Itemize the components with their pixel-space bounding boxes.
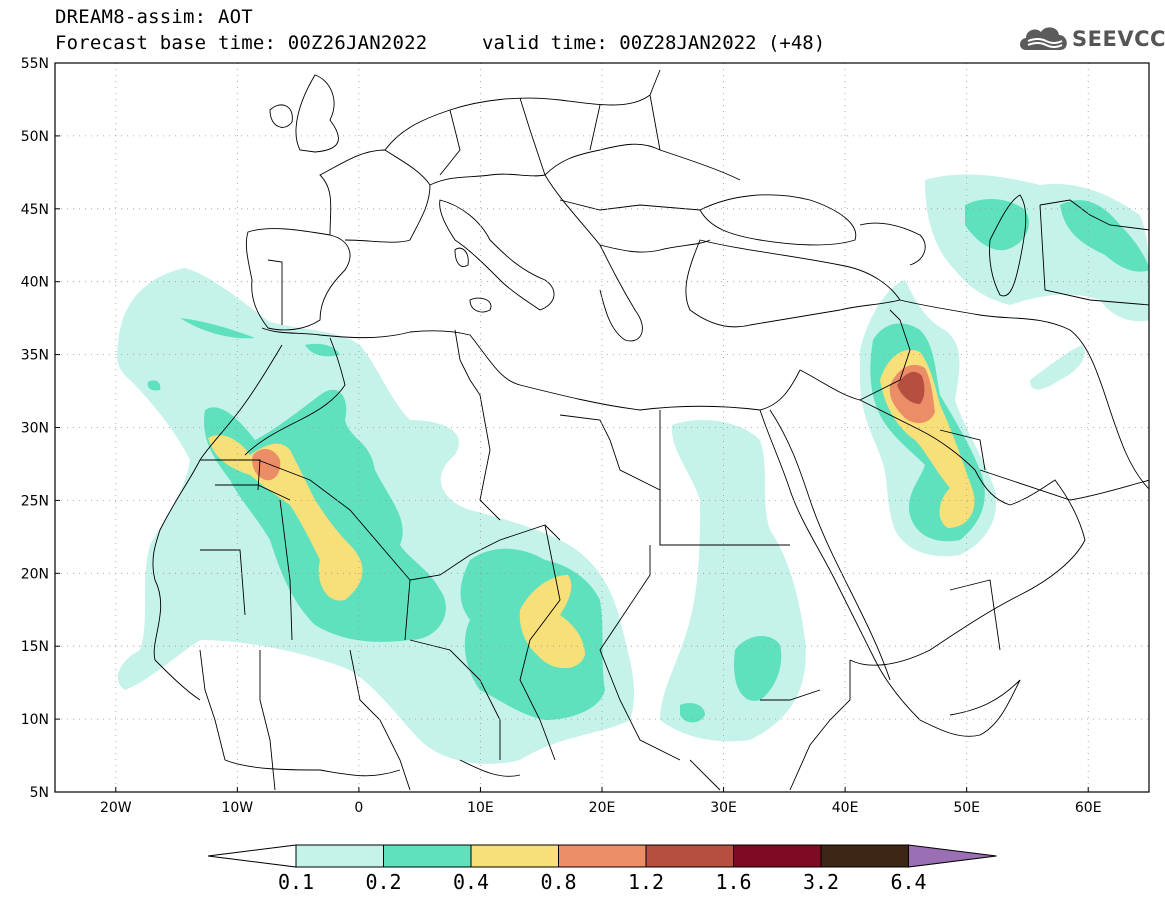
- colorbar-segment: [383, 844, 472, 868]
- colorbar-label: 3.2: [803, 870, 839, 894]
- forecast-base-time: Forecast base time: 00Z26JAN2022: [55, 32, 428, 54]
- colorbar-label: 0.4: [453, 870, 489, 894]
- colorbar-label: 0.2: [365, 870, 401, 894]
- lat-tick-label: 15N: [21, 639, 49, 655]
- colorbar-label: 6.4: [890, 870, 926, 894]
- lon-tick-label: 20E: [589, 800, 616, 816]
- colorbar-label: 0.1: [278, 870, 314, 894]
- lon-tick-label: 60E: [1075, 800, 1102, 816]
- colorbar-segment: [470, 844, 559, 868]
- colorbar-under-triangle: [207, 844, 297, 868]
- cloud-icon: [1020, 27, 1067, 50]
- graticule: [55, 63, 1149, 792]
- country-boundaries: [152, 69, 1149, 791]
- colorbar-segment: [733, 844, 822, 868]
- lat-tick-label: 30N: [21, 421, 49, 437]
- lon-tick-label: 50E: [953, 800, 980, 816]
- colorbar-label: 1.6: [715, 870, 751, 894]
- colorbar-segment: [820, 844, 909, 868]
- seevccc-logo: SEEVCCC: [1016, 22, 1165, 62]
- lon-tick-label: 10W: [221, 800, 253, 816]
- map-title: DREAM8-assim: AOT: [55, 6, 253, 28]
- lat-tick-label: 55N: [21, 56, 49, 72]
- colorbar-over-triangle: [908, 844, 997, 868]
- lon-tick-label: 0: [354, 800, 363, 816]
- valid-time: valid time: 00Z28JAN2022 (+48): [482, 32, 826, 54]
- lon-tick-label: 20W: [100, 800, 132, 816]
- aot-shading: [116, 174, 1149, 764]
- lon-tick-label: 10E: [467, 800, 494, 816]
- colorbar-segment: [558, 844, 647, 868]
- axis-ticks: 55N 50N 45N 40N 35N 30N 25N 20N 15N 10N 5N 20W 10W 0 1…: [21, 56, 1102, 816]
- lat-tick-label: 50N: [21, 129, 49, 145]
- lat-tick-label: 10N: [21, 712, 49, 728]
- lat-tick-label: 20N: [21, 566, 49, 582]
- colorbar-segment: [645, 844, 734, 868]
- colorbar-segment: [295, 844, 384, 868]
- lat-tick-label: 45N: [21, 202, 49, 218]
- logo-text: SEEVCCC: [1072, 27, 1165, 51]
- lat-tick-label: 40N: [21, 275, 49, 291]
- lon-tick-label: 30E: [710, 800, 737, 816]
- lat-tick-label: 35N: [21, 348, 49, 364]
- colorbar: 0.1 0.2 0.4 0.8 1.2 1.6 3.2 6.4: [207, 844, 997, 894]
- colorbar-label: 1.2: [628, 870, 664, 894]
- lat-tick-label: 25N: [21, 493, 49, 509]
- colorbar-label: 0.8: [540, 870, 576, 894]
- lat-tick-label: 5N: [30, 785, 49, 801]
- lon-tick-label: 40E: [832, 800, 859, 816]
